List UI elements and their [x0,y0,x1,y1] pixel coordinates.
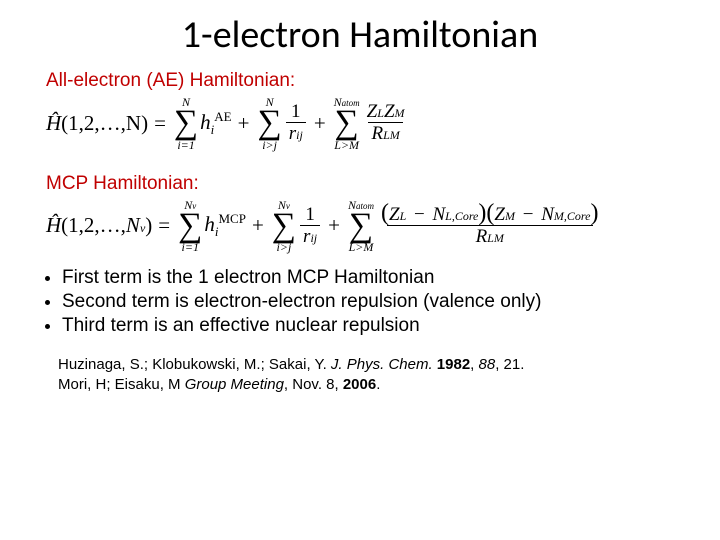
slide: 1-electron Hamiltonian All-electron (AE)… [0,0,720,540]
eq2-args-n: N [126,213,140,237]
eq2-term1-body: hiMCP [204,211,246,240]
eq2-args-pre: (1,2,…, [61,213,126,237]
eq2-rparen2: ) [590,200,598,226]
eq1-h-sup: AE [214,109,231,124]
slide-title: 1-electron Hamiltonian [40,12,680,58]
eq1-term3-frac: ZLZM RLM [364,102,408,144]
eq1-frac1-num: 1 [288,102,304,122]
eq2-frac1-num: 1 [302,205,318,225]
eq1-sum2: N ∑ i>j [257,96,281,151]
eq1-h: h [200,110,211,134]
eq2-h-sup: MCP [218,211,245,226]
eq2-lparen1: ( [381,200,389,226]
eq1-sum1: N ∑ i=1 [174,96,198,151]
eq1-frac1-den: rij [286,122,306,144]
eq1-term1-body: hiAE [200,109,231,138]
sigma-icon: ∑ [349,211,373,242]
eq2-p2-zsub: M [505,209,515,223]
eq2-lhs-args: (1,2,…,Nv) [61,213,152,238]
eq2-frac2-num: (ZL − NL,Core)(ZM − NM,Core) [378,204,601,225]
eq2-sum1-bot: i=1 [182,241,199,253]
eq2-p2-nsub: M,Core [554,209,591,223]
eq1-frac2-num: ZLZM [364,102,408,122]
ae-hamiltonian-equation: Ĥ (1,2,…,N) = N ∑ i=1 hiAE + N ∑ i>j 1 r… [46,96,680,151]
eq2-term2-frac: 1 rij [300,205,320,247]
eq2-p2-minus: − [523,204,534,225]
mcp-hamiltonian-label: MCP Hamiltonian: [46,173,680,195]
ref1-sep2: , [470,356,478,373]
bullet-item: First term is the 1 electron MCP Hamilto… [62,267,680,289]
eq2-p1-nsub: L,Core [445,209,478,223]
bullet-list: First term is the 1 electron MCP Hamilto… [46,267,680,337]
eq1-rlm: R [371,123,383,144]
eq2-p1-z: Z [389,204,400,225]
eq2-sum1: Nv ∑ i=1 [178,199,202,254]
ref1-vol: 88 [479,356,496,373]
eq2-p2-z: Z [494,204,505,225]
eq2-term3-frac: (ZL − NL,Core)(ZM − NM,Core) RLM [378,204,601,247]
eq1-rlm-sub: LM [383,128,400,142]
bullet-item: Third term is an effective nuclear repul… [62,315,680,337]
sigma-icon: ∑ [335,108,359,139]
eq1-lhs-args: (1,2,…,N) [61,115,148,132]
eq1-sum3-bot: L>M [334,139,359,151]
eq1-plus2: + [314,111,326,136]
eq2-frac2-den: RLM [387,225,593,247]
ref1-journal: J. Phys. Chem. [331,356,433,373]
eq2-sum2-bot: i>j [277,241,292,253]
eq2-h-sub: i [215,224,219,239]
eq1-sum3: Natom ∑ L>M [334,96,360,151]
eq1-frac1-den-sub: ij [296,128,303,142]
ref2-sep1: , Nov. 8, [284,376,343,393]
eq1-equals: = [154,111,166,136]
ref2-venue: Group Meeting [185,376,284,393]
ae-hamiltonian-label: All-electron (AE) Hamiltonian: [46,70,680,92]
eq2-frac1-den-sub: ij [310,231,317,245]
reference-line-2: Mori, H; Eisaku, M Group Meeting, Nov. 8… [58,375,680,395]
eq1-term2-frac: 1 rij [286,102,306,144]
eq2-p2-n: N [541,204,554,225]
eq1-h-sub: i [211,122,215,137]
eq2-frac1-den: rij [300,225,320,247]
eq2-lhs-op: Ĥ [46,213,61,238]
eq2-p1-minus: − [414,204,425,225]
eq1-zm-sub: M [395,106,405,120]
eq1-zm: Z [384,101,395,122]
eq1-sum1-bot: i=1 [177,139,194,151]
eq2-p1-zsub: L [400,209,407,223]
ref2-authors: Mori, H; Eisaku, M [58,376,185,393]
ref1-year: 1982 [437,356,470,373]
eq2-p1-n: N [432,204,445,225]
eq2-h: h [204,212,215,236]
eq2-sum2: Nv ∑ i>j [272,199,296,254]
eq1-frac2-den: RLM [368,122,402,144]
ref2-sep2: . [376,376,380,393]
ref1-sep3: , 21. [495,356,524,373]
eq2-equals: = [158,213,170,238]
reference-line-1: Huzinaga, S.; Klobukowski, M.; Sakai, Y.… [58,355,680,375]
eq2-plus2: + [328,213,340,238]
ref1-authors: Huzinaga, S.; Klobukowski, M.; Sakai, Y. [58,356,331,373]
eq2-plus1: + [252,213,264,238]
eq1-lhs-op: Ĥ [46,111,61,136]
sigma-icon: ∑ [257,108,281,139]
ref2-year: 2006 [343,376,376,393]
mcp-hamiltonian-equation: Ĥ (1,2,…,Nv) = Nv ∑ i=1 hiMCP + Nv ∑ i>j… [46,199,680,254]
eq2-sum3-bot: L>M [349,241,374,253]
sigma-icon: ∑ [272,211,296,242]
bullet-item: Second term is electron-electron repulsi… [62,291,680,313]
sigma-icon: ∑ [174,108,198,139]
eq1-zl-sub: L [377,106,384,120]
references: Huzinaga, S.; Klobukowski, M.; Sakai, Y.… [58,355,680,396]
eq2-rlm-sub: LM [487,231,504,245]
eq1-sum2-bot: i>j [262,139,277,151]
eq2-args-post: ) [145,213,152,237]
eq1-plus1: + [238,111,250,136]
eq2-sum3: Natom ∑ L>M [348,199,374,254]
sigma-icon: ∑ [178,211,202,242]
eq1-zl: Z [367,101,378,122]
eq2-rlm: R [476,226,488,247]
